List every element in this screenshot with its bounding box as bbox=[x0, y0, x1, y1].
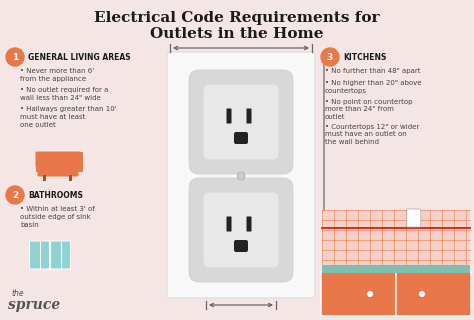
Circle shape bbox=[6, 186, 24, 204]
Text: 1: 1 bbox=[12, 52, 18, 61]
Text: Outlets in the Home: Outlets in the Home bbox=[150, 27, 324, 41]
Text: 2: 2 bbox=[12, 190, 18, 199]
Bar bbox=[322, 210, 470, 265]
Text: the: the bbox=[12, 289, 25, 298]
FancyBboxPatch shape bbox=[203, 193, 279, 268]
Circle shape bbox=[321, 48, 339, 66]
Text: • Countertops 12" or wider
must have an outlet on
the wall behind: • Countertops 12" or wider must have an … bbox=[325, 124, 419, 145]
Text: • No outlet required for a
wall less than 24" wide: • No outlet required for a wall less tha… bbox=[20, 87, 109, 101]
Text: BATHROOMS: BATHROOMS bbox=[28, 190, 83, 199]
FancyBboxPatch shape bbox=[36, 152, 45, 172]
FancyBboxPatch shape bbox=[234, 240, 248, 252]
Text: Electrical Code Requirements for: Electrical Code Requirements for bbox=[94, 11, 380, 25]
Text: • Never more than 6'
from the appliance: • Never more than 6' from the appliance bbox=[20, 68, 94, 82]
Text: • No point on countertop
more than 24" from
outlet: • No point on countertop more than 24" f… bbox=[325, 99, 412, 120]
FancyBboxPatch shape bbox=[227, 108, 231, 124]
FancyBboxPatch shape bbox=[396, 272, 471, 316]
FancyBboxPatch shape bbox=[189, 70, 293, 174]
Text: spruce: spruce bbox=[8, 298, 60, 312]
Circle shape bbox=[237, 172, 245, 180]
Text: • Hallways greater than 10'
must have at least
one outlet: • Hallways greater than 10' must have at… bbox=[20, 106, 117, 127]
FancyBboxPatch shape bbox=[227, 217, 231, 231]
FancyBboxPatch shape bbox=[234, 132, 248, 144]
Text: • No higher than 20" above
countertops: • No higher than 20" above countertops bbox=[325, 80, 421, 94]
FancyBboxPatch shape bbox=[74, 152, 83, 172]
Text: KITCHENS: KITCHENS bbox=[343, 52, 386, 61]
Text: • Within at least 3' of
outside edge of sink
basin: • Within at least 3' of outside edge of … bbox=[20, 206, 95, 228]
FancyBboxPatch shape bbox=[167, 52, 315, 298]
Bar bbox=[69, 175, 72, 181]
FancyBboxPatch shape bbox=[203, 84, 279, 159]
Bar bbox=[43, 175, 46, 181]
FancyBboxPatch shape bbox=[37, 164, 79, 177]
FancyBboxPatch shape bbox=[321, 272, 396, 316]
Text: • No further than 48" apart: • No further than 48" apart bbox=[325, 68, 420, 74]
FancyBboxPatch shape bbox=[36, 151, 81, 167]
Text: 3: 3 bbox=[327, 52, 333, 61]
Circle shape bbox=[6, 48, 24, 66]
FancyBboxPatch shape bbox=[246, 108, 252, 124]
Circle shape bbox=[419, 291, 425, 297]
FancyBboxPatch shape bbox=[51, 241, 71, 269]
FancyBboxPatch shape bbox=[29, 241, 49, 269]
Circle shape bbox=[367, 291, 373, 297]
FancyBboxPatch shape bbox=[189, 178, 293, 282]
Text: GENERAL LIVING AREAS: GENERAL LIVING AREAS bbox=[28, 52, 131, 61]
FancyBboxPatch shape bbox=[246, 217, 252, 231]
FancyBboxPatch shape bbox=[407, 209, 421, 227]
Bar bbox=[322, 265, 470, 273]
